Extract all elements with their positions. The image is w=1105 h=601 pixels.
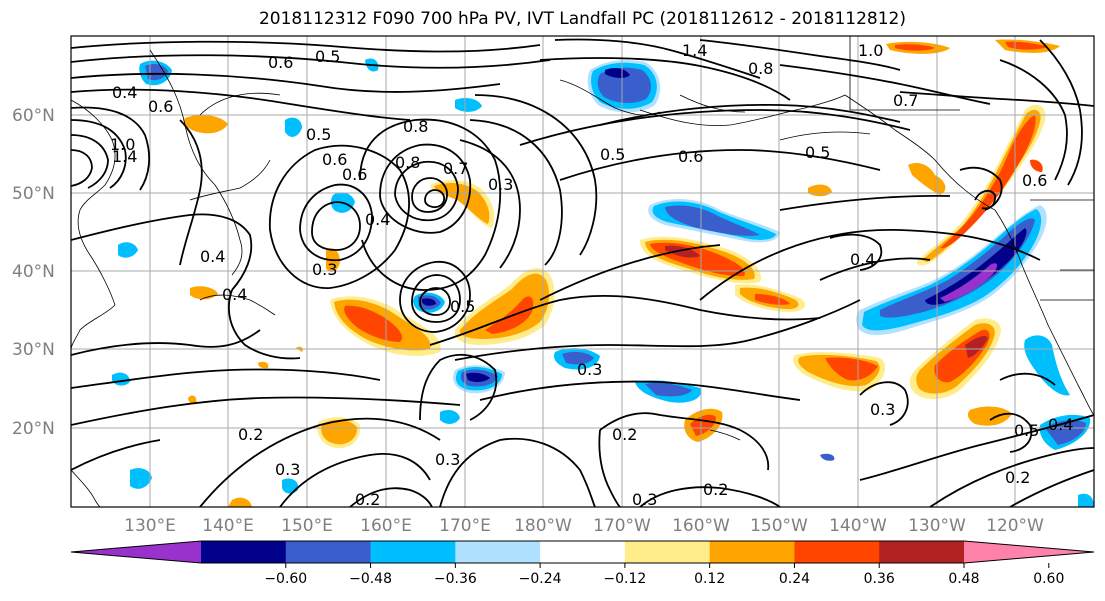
contour-label: 0.2 xyxy=(238,425,263,444)
contour-label: 0.2 xyxy=(1005,468,1030,487)
contour-label: 0.4 xyxy=(200,247,225,266)
lon-label: 160°W xyxy=(672,516,730,536)
contour-label: 0.5 xyxy=(1014,421,1039,440)
colorbar-extend-high xyxy=(964,541,1094,563)
contour-label: 0.5 xyxy=(315,47,340,66)
colorbar-segment xyxy=(709,541,795,563)
map-title: 2018112312 F090 700 hPa PV, IVT Landfall… xyxy=(258,9,906,29)
contour-label: 1.0 xyxy=(110,135,135,154)
longitude-labels: 130°E 140°E 150°E 160°E 170°E 180°W 170°… xyxy=(124,516,1044,536)
colorbar-tick-label: −0.48 xyxy=(349,571,392,587)
contour-label: 0.4 xyxy=(222,285,247,304)
colorbar-segment xyxy=(455,541,541,563)
contour-label: 0.5 xyxy=(450,297,475,316)
lon-label: 140°E xyxy=(202,516,254,536)
colorbar-outline xyxy=(70,540,1095,564)
latitude-labels: 60°N 50°N 40°N 30°N 20°N xyxy=(12,106,55,439)
contour-labels: 0.5 0.6 0.4 0.6 1.0 1.4 0.5 0.6 0.8 0.7 … xyxy=(110,41,1073,509)
contour-label: 1.4 xyxy=(112,147,137,166)
lon-label: 150°W xyxy=(750,516,808,536)
colorbar-tick-label: −0.36 xyxy=(434,571,477,587)
graticule xyxy=(71,36,1094,507)
contour-label: 0.4 xyxy=(850,250,875,269)
lon-label: 170°E xyxy=(439,516,491,536)
colorbar-segment xyxy=(624,541,711,563)
colorbar-tick-label: 0.12 xyxy=(694,571,725,587)
colorbar-tick-label: −0.60 xyxy=(264,571,307,587)
lon-label: 180°W xyxy=(514,516,572,536)
contour-label: 0.3 xyxy=(870,400,895,419)
contour-label: 0.3 xyxy=(488,175,513,194)
contour-label: 0.2 xyxy=(612,425,637,444)
contour-label: 0.6 xyxy=(322,150,347,169)
lon-label: 140°W xyxy=(829,516,887,536)
colorbar-tick-label: −0.24 xyxy=(519,571,562,587)
contour-label: 0.5 xyxy=(306,125,331,144)
colorbar-tick-label: 0.36 xyxy=(864,571,895,587)
contour-label: 0.8 xyxy=(748,59,773,78)
lat-label: 50°N xyxy=(12,184,55,204)
contour-label: 0.3 xyxy=(577,360,602,379)
contour-label: 0.2 xyxy=(355,490,380,509)
contour-label: 0.4 xyxy=(1048,415,1073,434)
lat-label: 40°N xyxy=(12,262,55,282)
lon-label: 170°W xyxy=(593,516,651,536)
contour-label: 0.3 xyxy=(275,460,300,479)
contour-label: 0.3 xyxy=(632,490,657,509)
contour-label: 0.6 xyxy=(342,165,367,184)
lon-label: 130°W xyxy=(908,516,966,536)
colorbar-extend-low xyxy=(71,541,201,563)
contour-label: 0.3 xyxy=(435,450,460,469)
contour-label: 0.5 xyxy=(805,143,830,162)
colorbar-tick-label: 0.60 xyxy=(1033,571,1064,587)
colorbar-segment xyxy=(285,541,372,563)
contour-label: 0.7 xyxy=(443,159,468,178)
contour-label: 0.4 xyxy=(112,83,137,102)
contour-label: 0.6 xyxy=(1022,171,1047,190)
colorbar-segment xyxy=(879,541,965,563)
contour-label: 0.6 xyxy=(678,147,703,166)
contour-label: 0.8 xyxy=(403,117,428,136)
colorbar-ticks: −0.60 −0.48 −0.36 −0.24 −0.12 0.12 0.24 0.36 0.4… xyxy=(264,563,1064,587)
contour-label: 0.3 xyxy=(312,260,337,279)
colorbar-tick-label: 0.48 xyxy=(948,571,979,587)
colorbar-segment xyxy=(201,541,287,563)
colorbar-segment xyxy=(794,541,880,563)
pv-contours xyxy=(71,38,1094,507)
lon-label: 150°E xyxy=(281,516,333,536)
lon-label: 160°E xyxy=(360,516,412,536)
map-frame xyxy=(70,35,1095,508)
contour-label: 0.6 xyxy=(148,97,173,116)
lon-label: 120°W xyxy=(986,516,1044,536)
contour-label: 0.6 xyxy=(268,53,293,72)
colorbar xyxy=(70,540,1095,564)
contour-label: 0.8 xyxy=(395,153,420,172)
contour-label: 0.7 xyxy=(893,91,918,110)
lat-label: 60°N xyxy=(12,106,55,126)
contour-label: 0.4 xyxy=(365,210,390,229)
contour-label: 1.0 xyxy=(858,41,883,60)
contour-label: 0.5 xyxy=(600,145,625,164)
lon-label: 130°E xyxy=(124,516,176,536)
contour-label: 1.4 xyxy=(682,41,707,60)
colorbar-tick-label: −0.12 xyxy=(603,571,646,587)
thin-contours xyxy=(199,92,871,441)
colorbar-segment xyxy=(540,541,626,563)
colorbar-tick-label: 0.24 xyxy=(779,571,810,587)
colorbar-segment xyxy=(370,541,456,563)
contour-label: 0.2 xyxy=(703,480,728,499)
lat-label: 20°N xyxy=(12,419,55,439)
lat-label: 30°N xyxy=(12,340,55,360)
